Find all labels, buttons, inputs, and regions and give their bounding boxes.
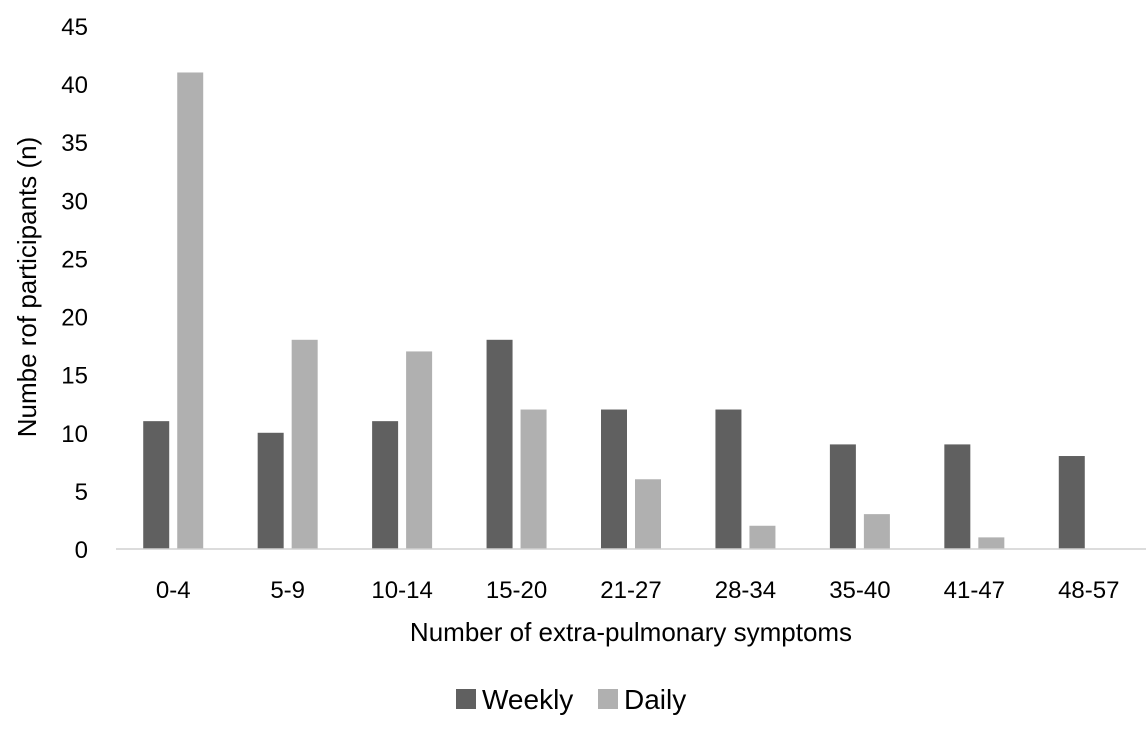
- x-tick-label: 5-9: [270, 577, 305, 604]
- legend-label-daily: Daily: [624, 684, 686, 715]
- legend-label-weekly: Weekly: [482, 684, 573, 715]
- y-tick-label: 15: [61, 363, 88, 390]
- bar-daily-0-4: [177, 72, 204, 549]
- y-tick-label: 20: [61, 305, 88, 332]
- y-axis-title: Numbe rof participants (n): [12, 137, 42, 438]
- x-tick-label: 28-34: [715, 577, 776, 604]
- bar-weekly-5-9: [257, 432, 284, 549]
- x-tick-label: 0-4: [156, 577, 191, 604]
- bar-weekly-15-20: [486, 339, 513, 549]
- x-tick-label: 41-47: [944, 577, 1005, 604]
- bars: [143, 72, 1085, 549]
- y-tick-label: 30: [61, 188, 88, 215]
- y-tick-label: 0: [75, 537, 88, 564]
- y-tick-label: 10: [61, 421, 88, 448]
- bar-daily-41-47: [978, 537, 1005, 549]
- bar-daily-5-9: [291, 339, 318, 549]
- bar-daily-15-20: [520, 409, 547, 549]
- y-tick-label: 25: [61, 246, 88, 273]
- x-tick-label: 21-27: [600, 577, 661, 604]
- bar-weekly-35-40: [829, 444, 856, 549]
- x-tick-label: 15-20: [486, 577, 547, 604]
- bar-weekly-28-34: [715, 409, 742, 549]
- bar-daily-28-34: [749, 525, 776, 549]
- bar-weekly-21-27: [601, 409, 627, 549]
- bar-daily-35-40: [863, 514, 890, 549]
- y-axis-ticks: 0 5 10 15 20 25 30 35 40 45: [61, 14, 88, 564]
- bar-daily-10-14: [406, 351, 433, 549]
- y-tick-label: 45: [61, 14, 88, 41]
- x-tick-label: 48-57: [1058, 577, 1119, 604]
- y-tick-label: 35: [61, 130, 88, 157]
- legend-swatch-weekly: [456, 689, 476, 709]
- x-tick-label: 35-40: [829, 577, 890, 604]
- bar-daily-21-27: [635, 479, 661, 549]
- legend: Weekly Daily: [456, 684, 686, 715]
- bar-weekly-48-57: [1058, 456, 1085, 549]
- bar-weekly-10-14: [372, 421, 399, 549]
- bar-weekly-0-4: [143, 421, 170, 549]
- bar-weekly-41-47: [944, 444, 971, 549]
- legend-swatch-daily: [598, 689, 618, 709]
- y-tick-label: 40: [61, 72, 88, 99]
- x-axis-title: Number of extra-pulmonary symptoms: [410, 617, 852, 647]
- x-axis-ticks: 0-4 5-9 10-14 15-20 21-27 28-34 35-40 41-47 48-5…: [156, 577, 1120, 604]
- x-tick-label: 10-14: [371, 577, 432, 604]
- y-tick-label: 5: [75, 479, 88, 506]
